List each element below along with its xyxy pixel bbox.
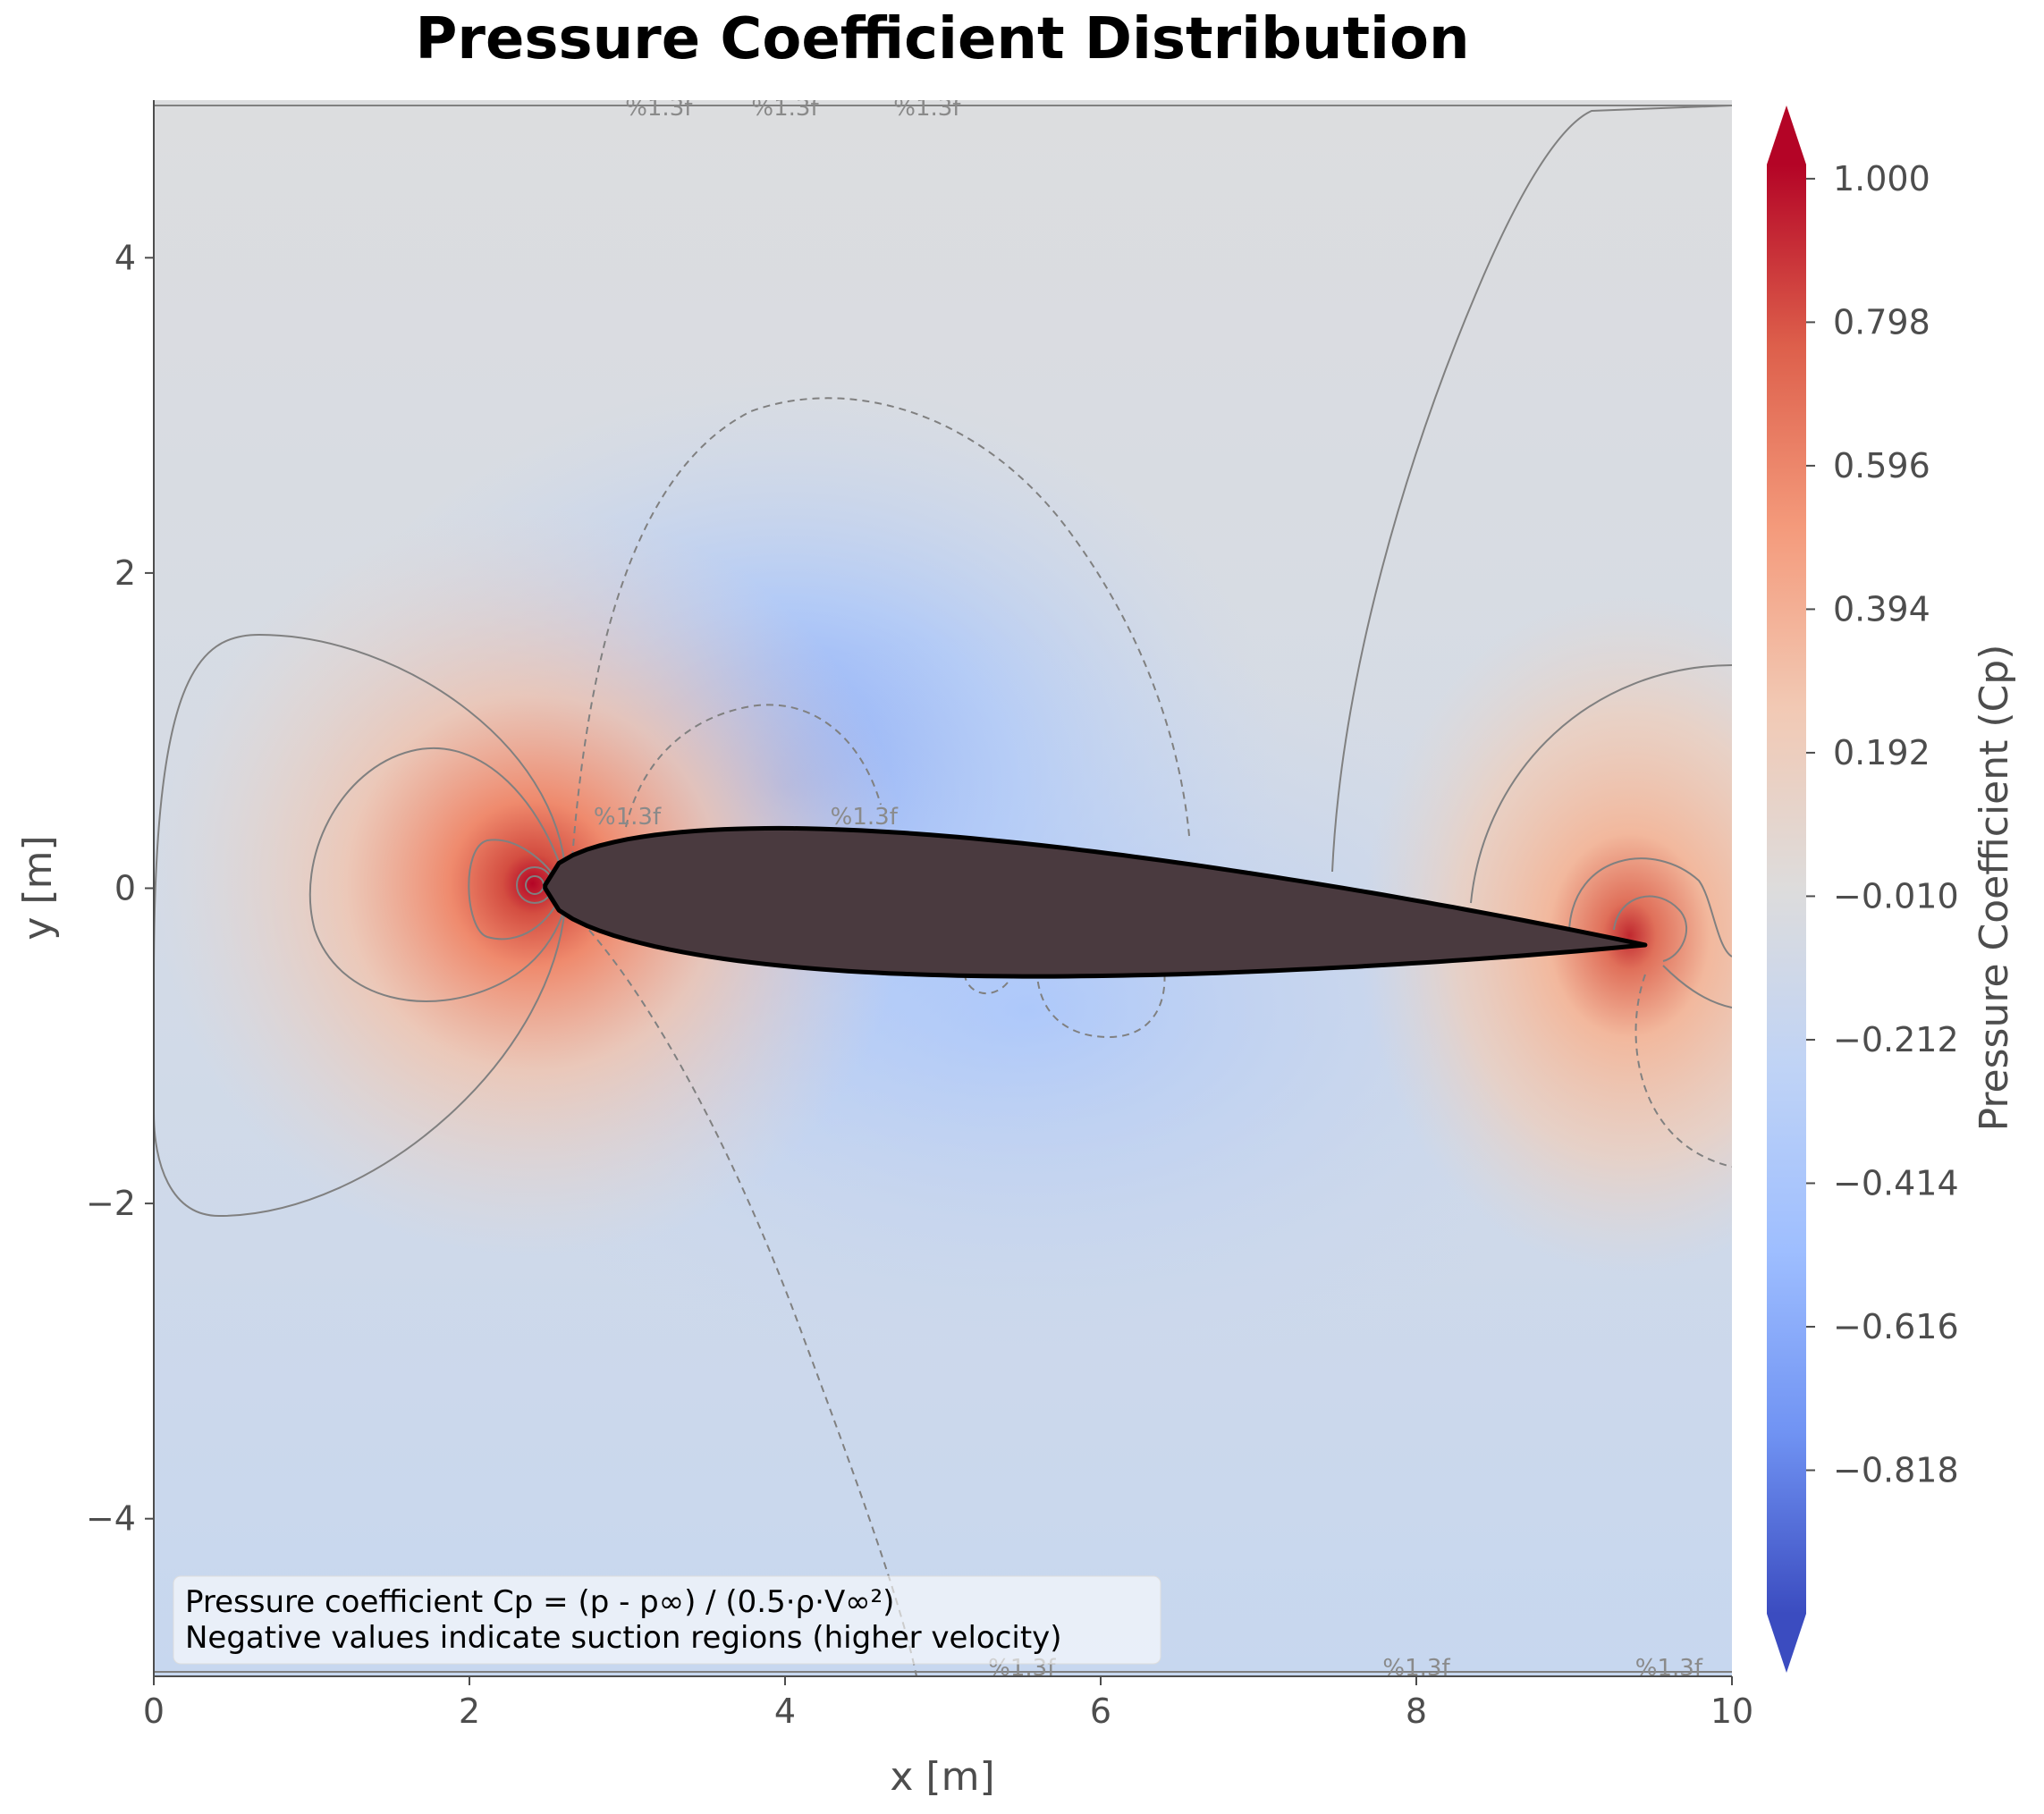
colorbar-tick-label: −0.616 — [1833, 1307, 1959, 1346]
colorbar-tick-label: 0.596 — [1833, 446, 1930, 485]
y-axis-label: y [m] — [15, 835, 61, 940]
contour-neg-lower-small — [963, 960, 1011, 995]
contour-label: %1.3f — [831, 804, 899, 831]
y-tick-label: −2 — [86, 1184, 136, 1223]
colorbar-label: Pressure Coefficient (Cp) — [1972, 645, 2017, 1132]
y-tick-label: 0 — [114, 869, 136, 908]
y-tick-label: 4 — [114, 238, 136, 277]
contour-labels: %1.3f %1.3f%1.3f %1.3f %1.3f%1.3f %1.3f %1.3f — [594, 95, 1703, 1682]
contour-label: %1.3f — [1382, 1655, 1450, 1682]
colorbar-gradient — [1767, 165, 1806, 1614]
colorbar-tick-label: 0.192 — [1833, 733, 1930, 772]
x-tick-label: 10 — [1710, 1692, 1753, 1731]
contour-le-inner — [468, 839, 564, 941]
contour-label: %1.3f — [625, 95, 693, 122]
contour-neg-upper-inner — [625, 704, 882, 828]
annotation-line-1: Pressure coefficient Cp = (p - p∞) / (0.… — [185, 1584, 894, 1620]
colorbar-tick-label: −0.010 — [1833, 876, 1959, 915]
plot-area: %1.3f %1.3f%1.3f %1.3f %1.3f%1.3f %1.3f %1.3f — [154, 95, 1732, 1682]
contour-te-far — [1331, 105, 1732, 873]
contour-te-inner — [1613, 895, 1687, 962]
annotation-line-2: Negative values indicate suction regions… — [185, 1620, 1062, 1656]
annotation-background — [173, 1575, 1161, 1665]
colorbar: 1.000 0.798 0.596 0.394 0.192 −0.010 −0.212 −0.… — [1767, 105, 2017, 1673]
airfoil-body — [543, 825, 1648, 979]
contour-neg-lower-mid — [1035, 956, 1166, 1039]
contour-label: %1.3f — [751, 95, 819, 122]
x-tick-label: 8 — [1406, 1692, 1427, 1731]
colorbar-extend-max — [1767, 105, 1806, 165]
contour-label: %1.3f — [893, 95, 961, 122]
colorbar-ticks: 1.000 0.798 0.596 0.394 0.192 −0.010 −0.212 −0.… — [1806, 159, 1959, 1489]
y-tick-label: −4 — [86, 1499, 136, 1539]
colorbar-tick-label: −0.414 — [1833, 1163, 1959, 1202]
x-tick-label: 0 — [143, 1692, 165, 1731]
contour-neg-upper-outer — [571, 397, 1190, 859]
x-tick-label: 6 — [1090, 1692, 1111, 1731]
contour-neg-te-lower — [1634, 974, 1732, 1168]
y-axis-ticks: −4 −2 0 2 4 — [86, 238, 154, 1539]
contour-le-mid — [308, 747, 569, 1002]
colorbar-tick-label: 0.394 — [1833, 589, 1930, 629]
x-tick-label: 4 — [774, 1692, 796, 1731]
x-axis-ticks: 0 2 4 6 8 10 — [143, 1676, 1753, 1731]
contour-te-mid — [1568, 857, 1732, 958]
stagnation-region-leading-edge — [156, 508, 908, 1260]
colorbar-tick-label: 1.000 — [1833, 159, 1930, 198]
colorbar-extend-min — [1767, 1614, 1806, 1673]
colorbar-tick-label: 0.798 — [1833, 302, 1930, 342]
x-tick-label: 2 — [459, 1692, 480, 1731]
contour-te-outer — [1470, 664, 1732, 904]
colorbar-tick-label: −0.212 — [1833, 1020, 1959, 1059]
colorbar-tick-label: −0.818 — [1833, 1450, 1959, 1489]
x-axis-label: x [m] — [890, 1754, 994, 1800]
annotation-box: Pressure coefficient Cp = (p - p∞) / (0.… — [173, 1575, 1161, 1665]
contour-label: %1.3f — [1635, 1655, 1703, 1682]
y-tick-label: 2 — [114, 553, 136, 593]
chart-title: Pressure Coefficient Distribution — [416, 6, 1470, 72]
contour-te-lower — [1662, 965, 1732, 1008]
contour-label: %1.3f — [594, 804, 662, 831]
